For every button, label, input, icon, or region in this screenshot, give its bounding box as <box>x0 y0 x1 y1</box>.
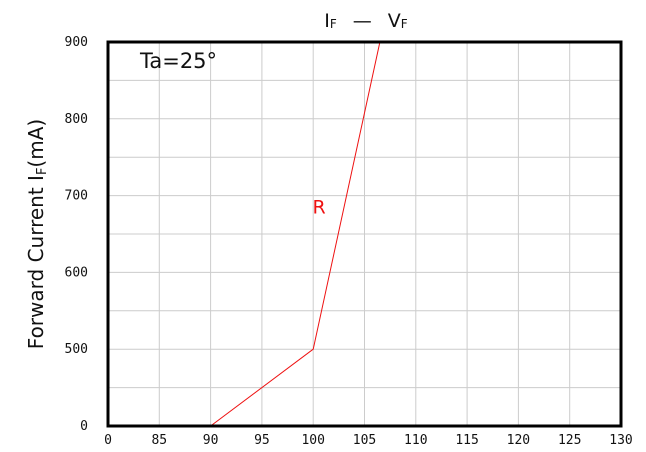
y-tick-labels: 0 500 600 700 800 900 <box>65 35 88 434</box>
chart-title: IF — VF <box>324 10 408 32</box>
title-v: V <box>388 10 401 32</box>
title-sub-f: F <box>330 17 337 31</box>
x-tick-label: 90 <box>203 433 219 448</box>
temperature-annotation: Ta=25° <box>139 49 217 73</box>
y-tick-label: 500 <box>65 342 88 357</box>
x-tick-label: 0 <box>104 433 112 448</box>
x-tick-label: 130 <box>609 433 632 448</box>
series-line-R <box>210 41 381 427</box>
y-tick-label: 900 <box>65 35 88 50</box>
y-tick-label: 600 <box>65 265 88 280</box>
y-tick-label: 700 <box>65 189 88 204</box>
y-axis-label-sub: F <box>35 168 50 175</box>
title-dash: — <box>353 10 372 32</box>
x-tick-labels: 0 85 90 95 100 105 110 115 120 125 130 <box>104 433 633 448</box>
title-sub-f2: F <box>401 17 408 31</box>
x-tick-label: 105 <box>353 433 376 448</box>
series-layer: R <box>210 41 381 427</box>
x-tick-label: 110 <box>404 433 427 448</box>
x-tick-label: 120 <box>507 433 530 448</box>
x-tick-label: 115 <box>455 433 478 448</box>
x-tick-label: 125 <box>558 433 581 448</box>
x-tick-label: 95 <box>254 433 270 448</box>
plot-frame <box>106 40 623 428</box>
y-axis-label-unit: (mA) <box>24 119 48 168</box>
y-axis-label: Forward Current IF(mA) <box>24 119 50 349</box>
y-tick-label: 0 <box>80 419 88 434</box>
x-tick-label: 85 <box>151 433 167 448</box>
y-tick-label: 800 <box>65 112 88 127</box>
title-i: I <box>324 10 330 32</box>
y-axis-label-text: Forward Current I <box>24 175 48 349</box>
x-tick-label: 100 <box>301 433 324 448</box>
series-label-R: R <box>313 197 326 219</box>
grid-lines <box>108 42 621 426</box>
